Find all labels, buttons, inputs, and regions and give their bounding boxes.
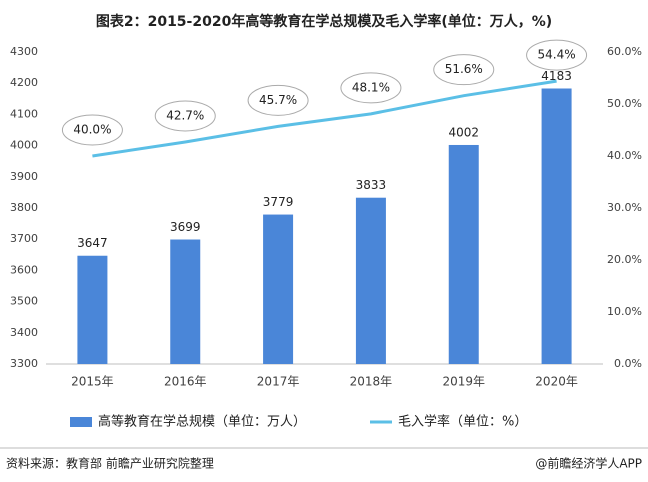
- x-tick-label: 2015年: [71, 375, 114, 389]
- y-tick-label: 3300: [10, 357, 38, 370]
- data-label: 42.7%: [166, 108, 204, 122]
- bar: [263, 214, 294, 364]
- data-label: 3699: [170, 220, 201, 234]
- data-label: 51.6%: [445, 62, 483, 76]
- label-bubble: [61, 114, 123, 146]
- y2-tick-label: 50.0%: [607, 97, 642, 110]
- legend-swatch: [70, 417, 92, 427]
- data-label: 40.0%: [73, 123, 111, 137]
- label-bubble: [340, 72, 402, 104]
- y-tick-label: 4100: [10, 107, 38, 120]
- y-tick-label: 4300: [10, 45, 38, 58]
- y2-tick-label: 30.0%: [607, 201, 642, 214]
- chart-title: 图表2：2015-2020年高等教育在学总规模及毛入学率(单位：万人，%): [96, 13, 552, 30]
- x-tick-label: 2018年: [350, 375, 393, 389]
- y2-tick-label: 20.0%: [607, 253, 642, 266]
- y-tick-label: 3400: [10, 326, 38, 339]
- data-label: 48.1%: [352, 80, 390, 94]
- legend-label: 高等教育在学总规模（单位：万人）: [98, 414, 306, 430]
- y-tick-label: 3700: [10, 232, 38, 245]
- y-tick-label: 3800: [10, 201, 38, 214]
- y-tick-label: 4000: [10, 139, 38, 152]
- y2-tick-label: 60.0%: [607, 45, 642, 58]
- x-tick-label: 2020年: [535, 375, 578, 389]
- bar: [541, 88, 572, 364]
- bar: [77, 255, 108, 364]
- x-tick-label: 2016年: [164, 375, 207, 389]
- y-tick-label: 3600: [10, 263, 38, 276]
- x-tick-label: 2017年: [257, 375, 300, 389]
- data-label: 3779: [263, 195, 294, 209]
- line: [92, 79, 557, 158]
- data-label: 4002: [448, 125, 479, 139]
- legend-label: 毛入学率（单位：%）: [398, 414, 527, 430]
- credit: @前瞻经济学人APP: [535, 456, 642, 471]
- data-label: 3833: [356, 178, 387, 192]
- data-label: 54.4%: [538, 48, 576, 62]
- y2-tick-label: 40.0%: [607, 149, 642, 162]
- source: 资料来源：教育部 前瞻产业研究院整理: [6, 456, 214, 471]
- x-tick-label: 2019年: [442, 375, 485, 389]
- y-tick-label: 4200: [10, 76, 38, 89]
- label-bubble: [247, 84, 309, 116]
- y-tick-label: 3900: [10, 170, 38, 183]
- bar: [355, 197, 386, 364]
- data-label: 3647: [77, 236, 108, 250]
- label-bubble: [154, 100, 216, 132]
- label-bubble: [433, 54, 495, 86]
- bar: [170, 239, 201, 364]
- bar: [448, 144, 479, 364]
- y2-tick-label: 10.0%: [607, 305, 642, 318]
- data-label: 45.7%: [259, 93, 297, 107]
- data-label: 4183: [541, 69, 572, 83]
- y-tick-label: 3500: [10, 295, 38, 308]
- y2-tick-label: 0.0%: [614, 357, 642, 370]
- label-bubble: [526, 39, 588, 71]
